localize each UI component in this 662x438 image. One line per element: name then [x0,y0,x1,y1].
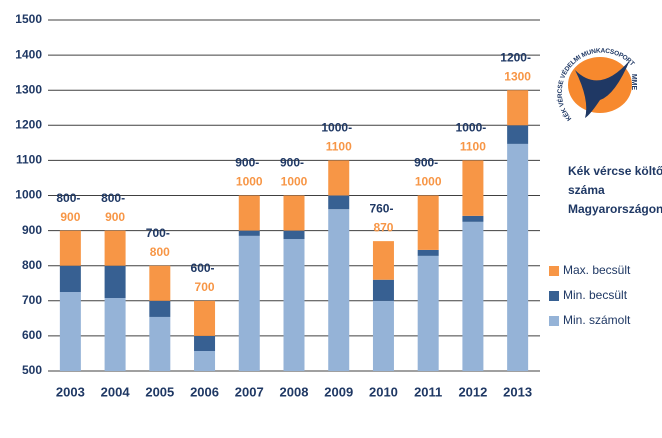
bar-segment [283,239,305,371]
x-tick-label: 2010 [369,384,398,399]
bar-segment [238,235,260,371]
x-tick-label: 2012 [458,384,487,399]
y-tick-label: 1000 [15,188,42,202]
range-label-max: 1000 [281,175,308,189]
x-tick-label: 2007 [235,384,264,399]
y-tick-label: 1200 [15,117,42,131]
x-tick-label: 2009 [324,384,353,399]
bar-segment [372,300,394,371]
logo-ring [563,41,641,119]
bar-segment [507,143,529,371]
bar-segment [238,230,260,236]
bar-segment [283,195,305,231]
bar-segment [104,297,126,371]
range-label-max: 870 [373,220,393,234]
bar-segment [59,292,81,371]
x-tick-label: 2008 [280,384,309,399]
logo-badge: MME [630,74,637,91]
bar-segment [417,249,439,256]
bar-segment [238,195,260,231]
range-label-max: 1300 [504,69,531,83]
bar-segment [328,160,350,196]
range-label-min: 900- [235,156,259,170]
y-tick-label: 1100 [16,153,42,167]
subtitle: Kék vércse költőpárok [568,164,662,178]
legend-label: Min. számolt [563,313,631,327]
bar-segment [372,279,394,301]
range-label-min: 1000- [321,121,352,135]
range-label-max: 900 [105,210,125,224]
range-label-max: 900 [60,210,80,224]
range-label-max: 1000 [236,175,263,189]
bar-segment [462,215,484,222]
bar-segment [283,230,305,240]
x-tick-label: 2011 [414,384,442,399]
range-label-min: 600- [191,261,215,275]
bar-segment [194,300,216,336]
bar-segment [328,209,350,371]
x-tick-label: 2006 [190,384,219,399]
legend-label: Max. becsült [563,263,631,277]
bar-segment [462,160,484,216]
range-label-min: 800- [101,191,125,205]
x-tick-label: 2013 [503,384,532,399]
bar-segment [59,230,81,266]
range-label-min: 900- [280,156,304,170]
bar-segment [328,195,350,210]
y-tick-label: 1400 [15,47,42,61]
bar-segment [149,265,171,301]
bar-segment [507,90,529,126]
range-label-min: 900- [414,156,438,170]
bar-segment [149,316,171,371]
x-tick-label: 2003 [56,384,85,399]
bar-segment [194,350,216,371]
bar-segment [372,241,394,280]
legend-swatch [549,291,559,301]
range-label-min: 760- [369,201,393,215]
range-label-max: 800 [150,245,170,259]
bar-segment [462,221,484,371]
legend-swatch [549,316,559,326]
range-label-max: 700 [195,280,215,294]
bar-segment [149,300,171,317]
y-tick-label: 1500 [15,12,42,26]
bar-segment [417,195,439,250]
range-label-min: 800- [56,191,80,205]
bar-segment [417,255,439,371]
bar-segment [59,265,81,293]
bar-segment [104,265,126,298]
y-tick-label: 600 [22,328,42,342]
bar-segment [104,230,126,266]
subtitle: száma [568,183,605,197]
logo: KÉK VÉRCSE VÉDELMI MUNKACSOPORT MME [555,41,641,122]
y-tick-label: 1300 [15,82,42,96]
subtitle: Magyarországon: [568,202,662,216]
x-tick-label: 2004 [101,384,131,399]
range-label-min: 1000- [456,121,487,135]
range-label-max: 1100 [460,140,486,154]
y-tick-label: 900 [22,223,42,237]
y-tick-label: 500 [22,363,42,377]
y-tick-label: 700 [22,293,42,307]
legend-swatch [549,266,559,276]
logo-bird [575,60,630,118]
range-label-max: 1000 [415,175,442,189]
bar-segment [507,125,529,144]
y-tick-label: 800 [22,258,42,272]
range-label-min: 1200- [500,50,531,64]
bar-segment [194,335,216,351]
legend-label: Min. becsült [563,288,628,302]
x-tick-label: 2005 [145,384,174,399]
range-label-max: 1100 [326,140,352,154]
range-label-min: 700- [146,226,170,240]
